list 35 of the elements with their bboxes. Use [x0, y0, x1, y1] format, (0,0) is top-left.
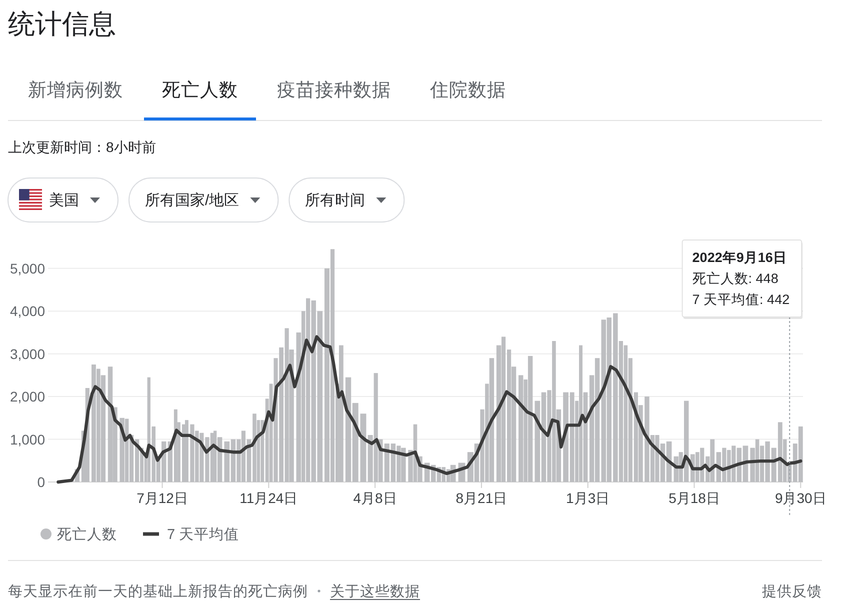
annotation: 死亡人数: 448 — [692, 271, 778, 286]
text: 所有国家/地区 — [145, 192, 240, 209]
text: 死亡人数 — [162, 79, 238, 100]
x-tick-label: 1月3日 — [566, 490, 610, 506]
bar — [489, 358, 494, 482]
text: 提供反馈 — [762, 583, 822, 600]
chart-title: 统计信息 — [8, 9, 116, 39]
bar — [528, 356, 533, 482]
bar — [338, 345, 344, 482]
y-tick-label: 4,000 — [10, 303, 46, 320]
x-tick-label: 7月12日 — [136, 490, 188, 506]
x-tick-label: 11月24日 — [240, 490, 298, 506]
chart-subtitle: 上次更新时间：8小时前 — [8, 139, 156, 155]
text: 每天显示在前一天的基础上新报告的死亡病例 — [8, 583, 308, 600]
text: 住院数据 — [429, 79, 506, 100]
x-tick-label: 4月8日 — [353, 490, 397, 506]
legend-label: 死亡人数 — [57, 526, 117, 543]
y-tick-label: 1,000 — [10, 431, 46, 448]
legend-label: 7 天平均值 — [167, 526, 240, 543]
y-tick-label: 2,000 — [10, 388, 46, 405]
annotation: 7 天平均值: 442 — [692, 292, 790, 307]
text: 新增病例数 — [28, 79, 123, 100]
bar — [518, 375, 524, 482]
text: 美国 — [49, 192, 79, 209]
text: 疫苗接种数据 — [277, 79, 391, 100]
text: 关于这些数据 — [330, 583, 420, 600]
y-tick-label: 5,000 — [10, 260, 46, 276]
annotation: 2022年9月16日 — [692, 250, 787, 265]
x-tick-label: 9月30日 — [774, 490, 826, 506]
y-tick-label: 3,000 — [10, 346, 46, 362]
x-tick-label: 8月21日 — [456, 490, 508, 506]
x-tick-label: 5月18日 — [668, 490, 720, 506]
y-tick-label: 0 — [37, 474, 46, 490]
text: 所有时间 — [305, 192, 366, 209]
tooltip: 2022年9月16日 死亡人数: 448 7 天平均值: 442 — [682, 240, 803, 319]
